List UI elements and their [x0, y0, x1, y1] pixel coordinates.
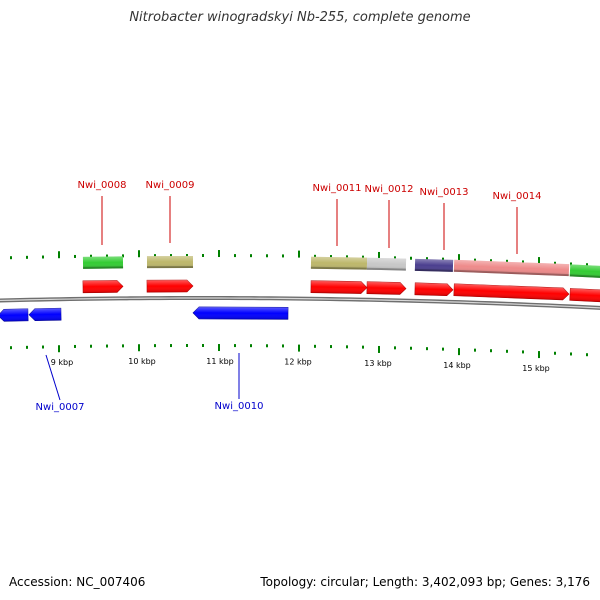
scale-label: 10 kbp	[128, 357, 156, 366]
gene-nwi-0009-cog-box	[146, 255, 194, 269]
scale-label: 11 kbp	[206, 357, 234, 366]
scale-label: 9 kbp	[51, 358, 73, 367]
backbone	[0, 295, 600, 310]
gene-nwi-0013-label: Nwi_0013	[420, 187, 469, 198]
gene-nwi-0010-arrow	[192, 306, 289, 320]
backbone-inner	[0, 297, 600, 309]
gene-unlabeled-left-arrow	[0, 308, 29, 322]
gene-unlabeled-right-arrow	[569, 288, 600, 303]
gene-nwi-0009-label: Nwi_0009	[146, 180, 195, 191]
gene-nwi-0014-label: Nwi_0014	[493, 191, 542, 202]
gene-nwi-0009-arrow	[146, 279, 194, 293]
accession-text: Accession: NC_007406	[9, 575, 146, 589]
gene-nwi-0013-cog-box	[414, 258, 454, 272]
scale-labels: 9 kbp 10 kbp 11 kbp 12 kbp 13 kbp 14 kbp 15 kb…	[51, 357, 550, 373]
gene-track	[0, 279, 600, 322]
gene-nwi-0008-label: Nwi_0008	[78, 180, 127, 191]
gene-nwi-0007-label: Nwi_0007	[36, 402, 85, 413]
gene-nwi-0012-label: Nwi_0012	[365, 184, 414, 195]
scale-label: 13 kbp	[364, 359, 392, 368]
gene-nwi-0011-arrow	[310, 280, 368, 294]
gene-nwi-0007-arrow	[28, 307, 62, 321]
map-title: Nitrobacter winogradskyi Nb-255, complet…	[129, 10, 471, 25]
gene-nwi-0007-callout-line	[45, 354, 61, 401]
gene-nwi-0012-arrow	[366, 281, 407, 295]
gene-nwi-0008-cog-box	[82, 256, 124, 269]
gene-nwi-0010-label: Nwi_0010	[215, 401, 264, 412]
gene-nwi-0013-arrow	[414, 282, 454, 297]
scale-label: 15 kbp	[522, 364, 550, 373]
gene-callouts: Nwi_0008 Nwi_0009 Nwi_0011 Nwi_0012 Nwi_0013…	[36, 180, 542, 413]
gene-nwi-0008-arrow	[82, 280, 124, 294]
gene-unlabeled-right-cog-box	[569, 264, 600, 279]
cog-track	[82, 255, 600, 279]
scale-label: 12 kbp	[284, 358, 312, 367]
gene-nwi-0011-cog-box	[310, 256, 368, 270]
genome-summary-text: Topology: circular; Length: 3,402,093 bp…	[260, 575, 590, 589]
gene-nwi-0012-cog-box	[366, 257, 407, 271]
gene-nwi-0011-label: Nwi_0011	[313, 183, 362, 194]
backbone-outer	[0, 295, 600, 310]
gene-nwi-0014-cog-box	[453, 259, 570, 277]
scale-label: 14 kbp	[443, 361, 471, 370]
gene-nwi-0014-arrow	[453, 283, 570, 301]
